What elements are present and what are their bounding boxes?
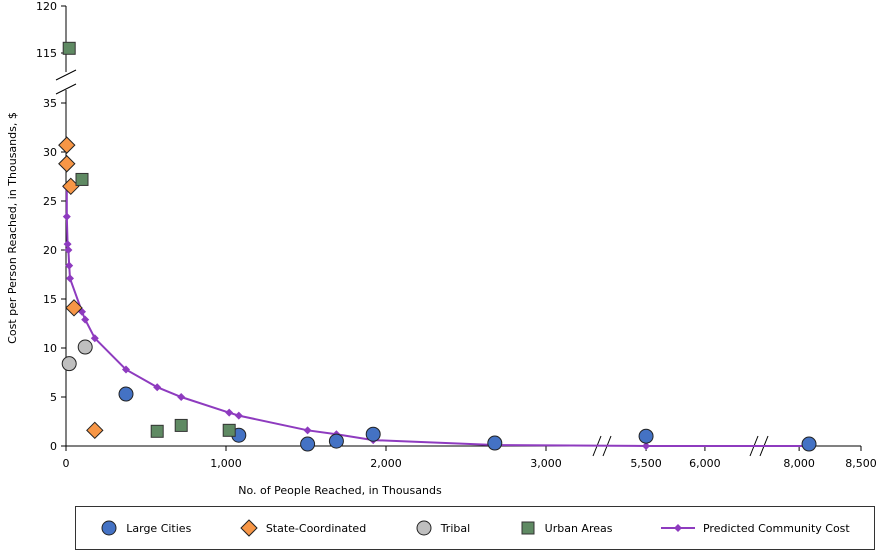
urban-areas-point (150, 424, 164, 438)
legend-label: State-Coordinated (265, 521, 367, 535)
x-axis-label: No. of People Reached, in Thousands (238, 484, 442, 497)
predicted-cost-point (177, 393, 186, 401)
predicted-cost-point (90, 334, 99, 343)
state-coordinated-point (65, 299, 83, 317)
legend-label: Predicted Community Cost (702, 521, 850, 535)
predicted-cost-point (62, 212, 71, 221)
urban-areas-point (75, 172, 89, 186)
legend: Large Cities State-Coordinated Tribal Urban… (75, 506, 875, 550)
predicted-cost-point (642, 442, 651, 450)
large-cities-point (487, 435, 503, 451)
predicted-cost-point (63, 240, 72, 249)
legend-marker-icon (660, 524, 695, 532)
legend-label: Large Cities (126, 521, 192, 535)
large-cities-point (118, 386, 134, 402)
state-coordinated-point (58, 155, 76, 173)
state-coordinated-point (58, 136, 76, 154)
x-tick-label: 5,500 (630, 457, 662, 470)
y-break-mark (55, 69, 77, 81)
legend-symbol (240, 519, 258, 537)
legend-marker-icon (521, 521, 535, 535)
urban-areas-point (62, 41, 76, 55)
large-cities-point (638, 428, 654, 444)
legend-label: Urban Areas (544, 521, 613, 535)
x-tick-label: 3,000 (530, 457, 562, 470)
predicted-cost-point (64, 246, 73, 254)
predicted-cost-point (225, 408, 234, 417)
y-tick-label: 25 (43, 195, 57, 208)
y-break-mark (55, 83, 77, 95)
legend-item: Large Cities (100, 519, 191, 537)
predicted-cost-line (65, 187, 810, 447)
legend-item: Predicted Community Cost (660, 519, 850, 537)
predicted-cost-point (303, 426, 312, 435)
chart-plot: 0 5 10 15 20 25 30 35 115 120 0 1,000 2,000 3,000 5,50… (6, 0, 877, 497)
y-axis-label: Cost per Person Reached, in Thousands, $ (6, 112, 19, 344)
legend-marker-icon (240, 519, 258, 537)
x-tick-label: 6,000 (689, 457, 721, 470)
tribal-point (77, 339, 93, 355)
state-coordinated-point (86, 421, 104, 440)
legend-item: Urban Areas (519, 519, 613, 537)
legend-symbol (521, 521, 535, 535)
predicted-cost-point (122, 365, 130, 374)
x-tick-label: 2,000 (370, 457, 402, 470)
urban-areas-point (222, 423, 236, 437)
y-tick-label: 30 (43, 146, 57, 159)
y-tick-label: 0 (50, 440, 57, 453)
y-tick-label: 20 (43, 244, 57, 257)
large-cities-point (365, 426, 381, 442)
predicted-cost-point (66, 274, 74, 283)
x-tick-label: 1,000 (210, 457, 242, 470)
x-tick-label: 8,500 (845, 457, 877, 470)
urban-areas-point (174, 418, 188, 432)
legend-item: Tribal (415, 519, 470, 537)
legend-item: State-Coordinated (240, 519, 366, 537)
legend-marker-icon (101, 520, 117, 536)
y-tick-label: 115 (36, 47, 57, 60)
y-tick-label: 35 (43, 97, 57, 110)
predicted-cost-point (234, 411, 243, 420)
legend-symbol (101, 520, 117, 536)
predicted-cost-point (81, 315, 90, 324)
y-tick-label: 5 (50, 391, 57, 404)
predicted-cost-point (153, 383, 162, 392)
large-cities-point (328, 433, 344, 449)
legend-diamond (673, 524, 682, 532)
large-cities-point (300, 436, 316, 452)
y-tick-label: 120 (36, 0, 57, 13)
legend-marker-icon (416, 520, 432, 536)
x-tick-label: 8,000 (783, 457, 815, 470)
y-tick-label: 15 (43, 293, 57, 306)
x-tick-label: 0 (63, 457, 70, 470)
large-cities-point (801, 436, 817, 452)
predicted-cost-point (65, 261, 74, 270)
tribal-point (61, 356, 77, 372)
legend-symbol (416, 520, 432, 536)
y-tick-label: 10 (43, 342, 57, 355)
legend-label: Tribal (440, 521, 471, 535)
